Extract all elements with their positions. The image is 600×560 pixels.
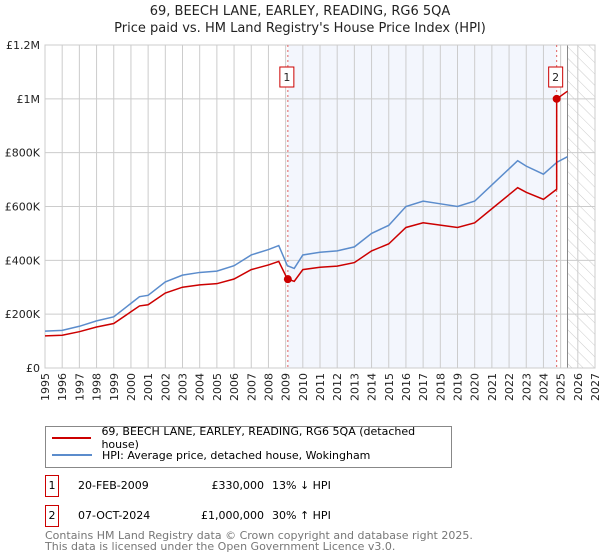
sale-label-box	[279, 66, 295, 88]
sale-badge: 1	[45, 475, 59, 497]
x-tick-label: 2003	[177, 373, 190, 401]
x-tick-label: 2010	[297, 373, 310, 401]
sale-badge: 2	[45, 505, 59, 527]
x-tick-label: 2015	[383, 373, 396, 401]
y-tick-label: £600K	[5, 201, 41, 214]
y-tick-label: £0	[26, 362, 40, 375]
chart-subtitle: Price paid vs. HM Land Registry's House …	[114, 21, 486, 36]
x-tick-label: 2018	[434, 373, 447, 401]
x-tick-label: 2016	[400, 373, 413, 401]
legend-item-property: 69, BEECH LANE, EARLEY, READING, RG6 5QA…	[52, 425, 451, 451]
y-tick-label: £200K	[5, 308, 41, 321]
x-tick-label: 2020	[469, 373, 482, 401]
sale-label: 1	[283, 71, 290, 84]
y-tick-label: £1M	[17, 93, 41, 106]
x-tick-label: 2002	[159, 373, 172, 401]
legend-item-hpi: HPI: Average price, detached house, Woki…	[52, 447, 370, 463]
x-tick-label: 2009	[280, 373, 293, 401]
legend-label: HPI: Average price, detached house, Woki…	[102, 448, 371, 462]
x-tick-label: 2004	[194, 373, 207, 401]
x-tick-label: 1999	[108, 373, 121, 401]
plot-border	[44, 44, 596, 369]
x-tick-label: 2019	[452, 373, 465, 401]
sale-point	[283, 275, 292, 284]
x-tick-label: 2024	[537, 373, 550, 401]
sale-price: £330,000	[211, 479, 265, 492]
footer-line: This data is licensed under the Open Gov…	[45, 540, 396, 553]
y-tick-label: £800K	[5, 147, 41, 160]
x-tick-label: 2026	[572, 373, 585, 401]
x-tick-label: 2023	[520, 373, 533, 401]
y-tick-label: £1.2M	[6, 39, 40, 52]
chart-title: 69, BEECH LANE, EARLEY, READING, RG6 5QA	[149, 4, 451, 19]
x-tick-label: 1998	[91, 373, 104, 401]
x-tick-label: 2013	[348, 373, 361, 401]
footer-line: Contains HM Land Registry data © Crown c…	[45, 529, 473, 542]
x-tick-label: 2021	[486, 373, 499, 401]
x-tick-label: 2014	[366, 373, 379, 401]
sale-point	[552, 94, 561, 103]
x-tick-label: 1996	[56, 373, 69, 401]
sale-row: 2 07-OCT-2024 £1,000,000 30% ↑ HPI	[45, 505, 445, 527]
x-tick-label: 2025	[555, 373, 568, 401]
x-tick-label: 1995	[39, 373, 52, 401]
x-tick-label: 2007	[245, 373, 258, 401]
chart: 1995 1996 1997 1998 1999 2000 2001 2002 2003 2004…	[5, 39, 600, 401]
x-tick-label: 2011	[314, 373, 327, 401]
sale-row: 1 20-FEB-2009 £330,000 13% ↓ HPI	[45, 475, 445, 497]
x-tick-label: 2006	[228, 373, 241, 401]
sale-date: 20-FEB-2009	[78, 479, 149, 492]
property-price-line	[44, 90, 568, 337]
x-tick-label: 2012	[331, 373, 344, 401]
sale-hpi-diff: 30% ↑ HPI	[272, 509, 331, 522]
x-tick-label: 2008	[262, 373, 275, 401]
legend: 69, BEECH LANE, EARLEY, READING, RG6 5QA…	[45, 425, 452, 468]
hpi-line	[44, 156, 568, 332]
x-tick-label: 2017	[417, 373, 430, 401]
x-tick-label: 1997	[73, 373, 86, 401]
sale-label-box	[548, 66, 564, 88]
x-tick-label: 2005	[211, 373, 224, 401]
legend-label: 69, BEECH LANE, EARLEY, READING, RG6 5QA…	[101, 425, 416, 451]
x-tick-label: 2000	[125, 373, 138, 401]
sale-price: £1,000,000	[201, 509, 264, 522]
sale-hpi-diff: 13% ↓ HPI	[272, 479, 331, 492]
x-tick-label: 2027	[589, 373, 600, 401]
x-tick-label: 2022	[503, 373, 516, 401]
sale-date: 07-OCT-2024	[78, 509, 151, 522]
x-tick-label: 2001	[142, 373, 155, 401]
footer: Contains HM Land Registry data © Crown c…	[45, 530, 473, 552]
sale-label: 2	[552, 71, 559, 84]
y-tick-label: £400K	[5, 254, 41, 267]
